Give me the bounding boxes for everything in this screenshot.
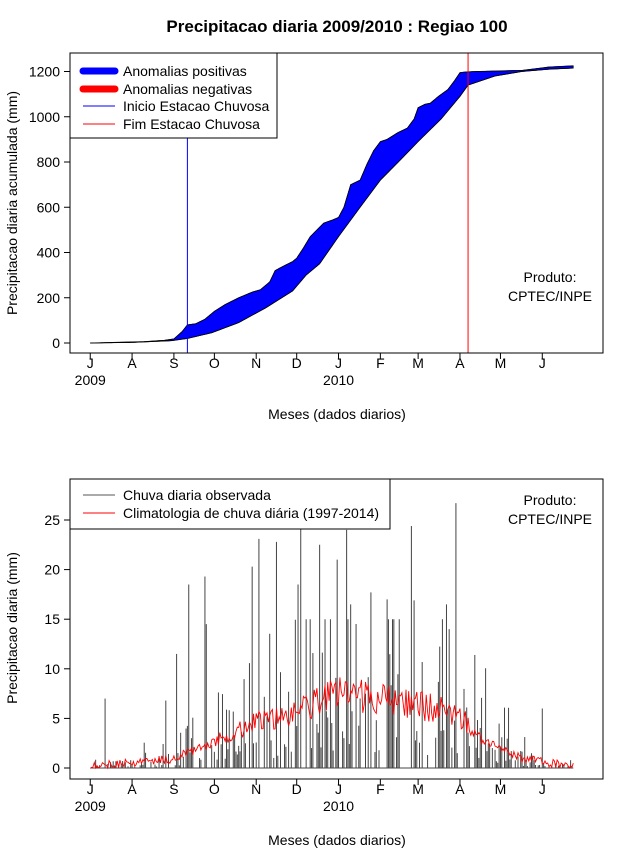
plot-frame-1 [69,52,604,354]
x-tick-label-2-4: N [251,781,261,797]
x-tick-label-2-1: A [127,781,137,797]
x-tick-label-2-8: M [412,781,424,797]
y-tick-label-1-3: 600 [37,199,61,215]
x-tick-label-2-11: J [539,781,546,797]
x-axis-label-2: Meses (dados diarios) [268,832,406,848]
x-tick-label-1-1: A [127,355,137,371]
x-tick-label-1-6: J [335,355,342,371]
legend-2: Chuva diaria observada Climatologia de c… [69,478,391,530]
climatology-layer [90,677,574,770]
x-tick-label-2-6: J [335,781,342,797]
x-tick-label-1-9: A [455,355,465,371]
x-tick-label-1-2: S [169,355,178,371]
legend-label-start: Inicio Estacao Chuvosa [123,98,270,114]
y-axis-1: 0 200 400 600 800 1000 1200 [29,64,70,351]
x-tick-label-1-7: F [376,355,385,371]
observed-bars-layer [90,503,574,769]
y-axis-label-1: Precipitacao diaria acumulada (mm) [4,91,20,315]
page-title: Precipitacao diaria 2009/2010 : Regiao 1… [166,17,507,36]
x-tick-label-1-5: D [292,355,302,371]
climatology-cumulative-line [90,67,574,344]
legend-1: Anomalias positivas Anomalias negativas … [69,52,278,139]
legend-label-climatology: Climatologia de chuva diária (1997-2014) [123,505,379,521]
year-label-2-1: 2010 [323,798,354,814]
x-tick-label-1-10: M [495,355,507,371]
x-tick-label-2-5: D [292,781,302,797]
y-tick-label-2-0: 0 [52,760,60,776]
x-tick-label-1-3: O [209,355,220,371]
x-tick-label-2-2: S [169,781,178,797]
y-tick-label-1-4: 800 [37,154,61,170]
legend-label-end: Fim Estacao Chuvosa [123,116,260,132]
observed-cumulative-line [90,65,574,344]
credit-line-2b: CPTEC/INPE [508,511,592,527]
anomaly-area-layer [90,65,574,344]
x-tick-label-2-9: A [455,781,465,797]
credit-line-2: CPTEC/INPE [508,288,592,304]
y-tick-label-2-4: 20 [44,562,60,578]
x-tick-label-2-3: O [209,781,220,797]
y-tick-label-2-3: 15 [44,611,60,627]
x-tick-label-1-11: J [539,355,546,371]
climatology-daily-line [90,677,574,770]
credit-line-1b: Produto: [524,492,577,508]
x-tick-label-2-0: J [87,781,94,797]
legend-box-2 [69,478,391,530]
y-axis-label-2: Precipitacao diaria (mm) [4,552,20,704]
y-tick-label-1-5: 1000 [29,109,60,125]
legend-label-positive: Anomalias positivas [123,63,247,79]
x-tick-label-1-8: M [412,355,424,371]
y-tick-label-2-1: 5 [52,710,60,726]
x-tick-label-1-4: N [251,355,261,371]
year-label-2-0: 2009 [75,798,106,814]
year-label-1-1: 2010 [323,372,354,388]
x-tick-label-2-7: F [376,781,385,797]
y-tick-label-1-1: 200 [37,290,61,306]
x-tick-label-1-0: J [87,355,94,371]
x-tick-label-2-10: M [495,781,507,797]
credit-line-1: Produto: [524,269,577,285]
y-tick-label-1-0: 0 [52,335,60,351]
legend-label-observed: Chuva diaria observada [123,487,271,503]
y-axis-2: 0 5 10 15 20 25 [44,512,70,776]
y-tick-label-2-2: 10 [44,661,60,677]
y-tick-label-1-6: 1200 [29,64,60,80]
year-label-1-0: 2009 [75,372,106,388]
y-tick-label-1-2: 400 [37,245,61,261]
legend-label-negative: Anomalias negativas [123,81,252,97]
x-axis-label-1: Meses (dados diarios) [268,406,406,422]
y-tick-label-2-5: 25 [44,512,60,528]
